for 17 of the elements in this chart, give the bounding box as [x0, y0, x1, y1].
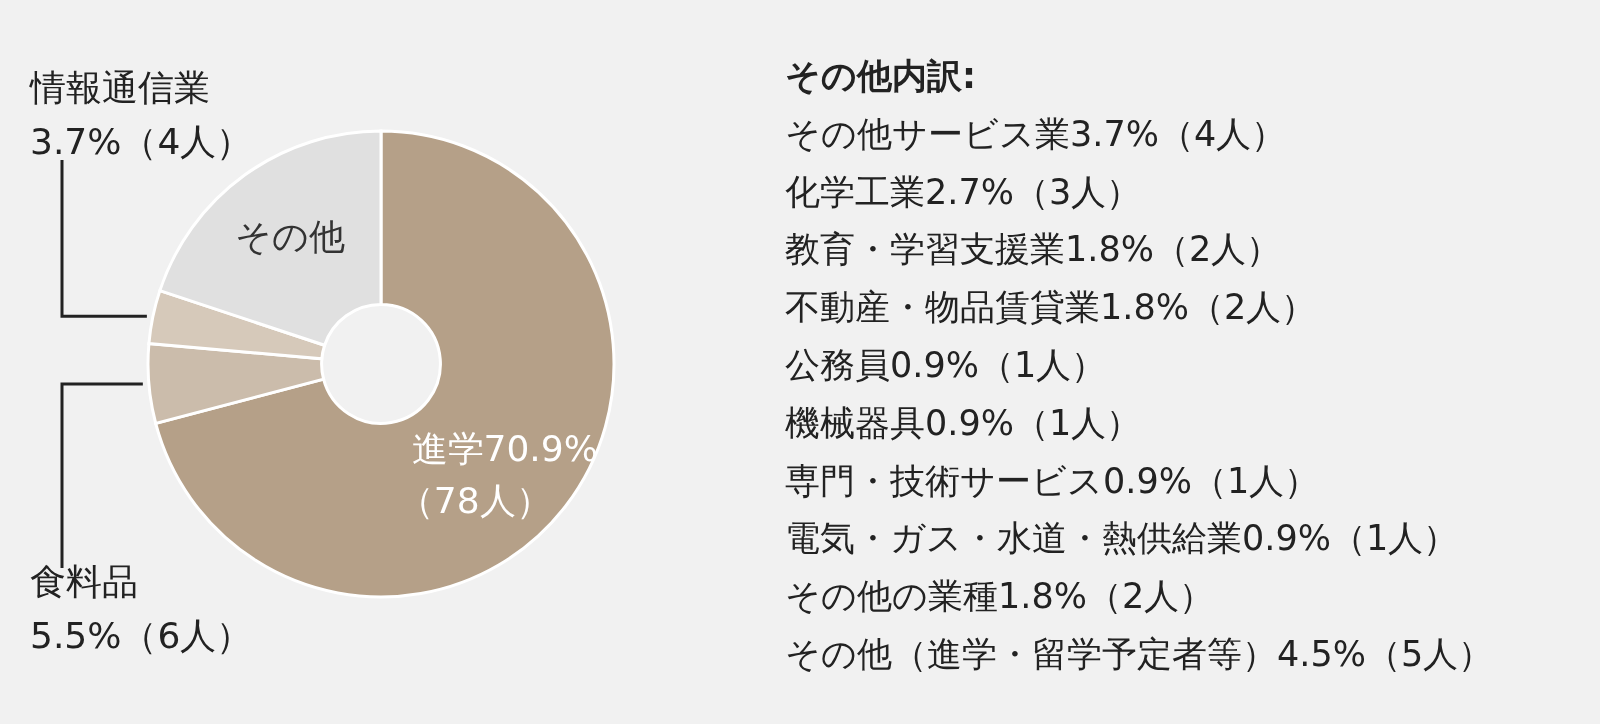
text: その他の業種1.8%（2人） — [785, 576, 1215, 617]
slice-label: 食料品 — [30, 561, 138, 602]
data-label: 3.7%（4人） — [30, 121, 253, 162]
text: その他内訳: — [785, 56, 976, 96]
text: その他（進学・留学予定者等）4.5%（5人） — [785, 634, 1494, 674]
text: 化学工業2.7%（3人） — [785, 171, 1142, 212]
text: 公務員0.9%（1人） — [785, 345, 1107, 385]
data-label: 5.5%（6人） — [30, 615, 253, 656]
slice-label: 進学70.9%（78人） — [397, 428, 598, 522]
text: その他サービス業3.7%（4人） — [785, 113, 1287, 154]
text: 機械器具0.9%（1人） — [785, 402, 1142, 443]
text: 専門・技術サービス0.9%（1人） — [785, 460, 1320, 501]
text: 電気・ガス・水道・熱供給業0.9%（1人） — [785, 518, 1459, 559]
text: 教育・学習支援業1.8%（2人） — [785, 229, 1282, 270]
slice-label: 情報通信業 — [29, 67, 210, 108]
slice-label: その他 — [234, 216, 345, 258]
text: 不動産・物品賃貸業1.8%（2人） — [785, 287, 1317, 328]
